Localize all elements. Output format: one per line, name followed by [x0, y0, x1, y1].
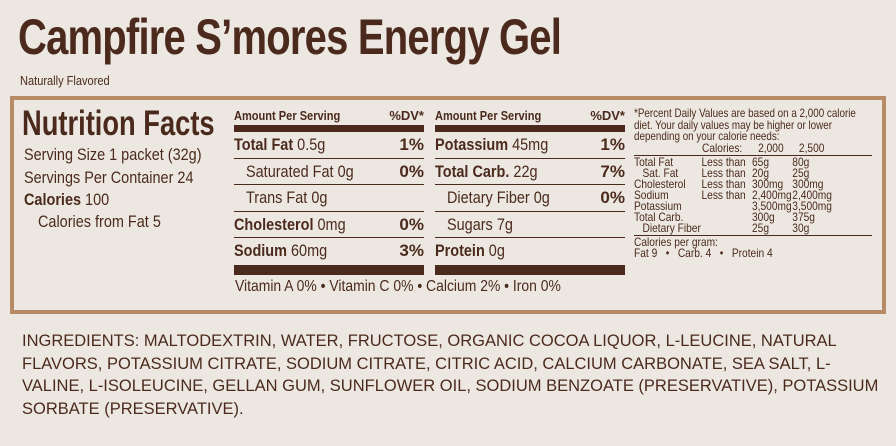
servings-per-container: Servings Per Container 24	[24, 168, 194, 187]
daily-value-row: Total Carb. 300g 375g	[634, 209, 815, 224]
vitamins-line: Vitamin A 0% • Vitamin C 0% • Calcium 2%…	[235, 278, 561, 295]
nutrient-row: Cholesterol 0mg 0%	[234, 212, 424, 238]
nutrient-row: Dietary Fiber 0g 0%	[435, 185, 625, 212]
daily-value-row: Cholesterol Less than 300mg 300mg	[634, 176, 824, 191]
nutrient-row: Trans Fat 0g	[234, 185, 424, 212]
nutrition-heading: Nutrition Facts	[22, 104, 215, 143]
calories-from-fat: Calories from Fat 5	[38, 212, 161, 231]
daily-value-rows: Total Fat Less than 65g 80g Sat. Fat Less tha…	[634, 154, 838, 235]
nutrient-row: Protein 0g	[435, 241, 505, 260]
nutrition-facts-panel	[10, 96, 886, 314]
daily-value-row: Total Fat Less than 65g 80g	[634, 154, 810, 169]
daily-value-row: Dietary Fiber 25g 30g	[642, 220, 810, 235]
nutrient-row: Potassium 45mg 1%	[435, 132, 625, 159]
nutrient-row: Sodium 60mg 3%	[234, 241, 424, 260]
calories: Calories 100	[24, 190, 110, 209]
daily-value-footnote: *Percent Daily Values are based on a 2,0…	[634, 107, 874, 260]
daily-value-row: Potassium 3,500mg 3,500mg	[634, 198, 832, 213]
daily-value-row: Sodium Less than 2,400mg 2,400mg	[634, 187, 832, 202]
nutrient-column-right: Amount Per Serving %DV* Potassium 45mg 1% …	[435, 108, 625, 275]
ingredients-list: INGREDIENTS: MALTODEXTRIN, WATER, FRUCTO…	[22, 332, 879, 418]
nutrient-row: Sugars 7g	[435, 212, 625, 238]
daily-value-table: Calories: 2,000 2,500	[702, 140, 825, 155]
serving-size: Serving Size 1 packet (32g)	[24, 145, 202, 164]
daily-value-row: Sat. Fat Less than 20g 25g	[642, 165, 810, 180]
product-title: Campfire S’mores Energy Gel	[18, 9, 562, 65]
nutrient-row: Total Fat 0.5g 1%	[234, 132, 424, 159]
nutrient-column-left: Amount Per Serving %DV* Total Fat 0.5g 1% …	[234, 108, 424, 275]
nutrient-row: Saturated Fat 0g 0%	[234, 159, 424, 185]
nutrient-row: Total Carb. 22g 7%	[435, 159, 625, 185]
flavor-note: Naturally Flavored	[20, 73, 110, 88]
